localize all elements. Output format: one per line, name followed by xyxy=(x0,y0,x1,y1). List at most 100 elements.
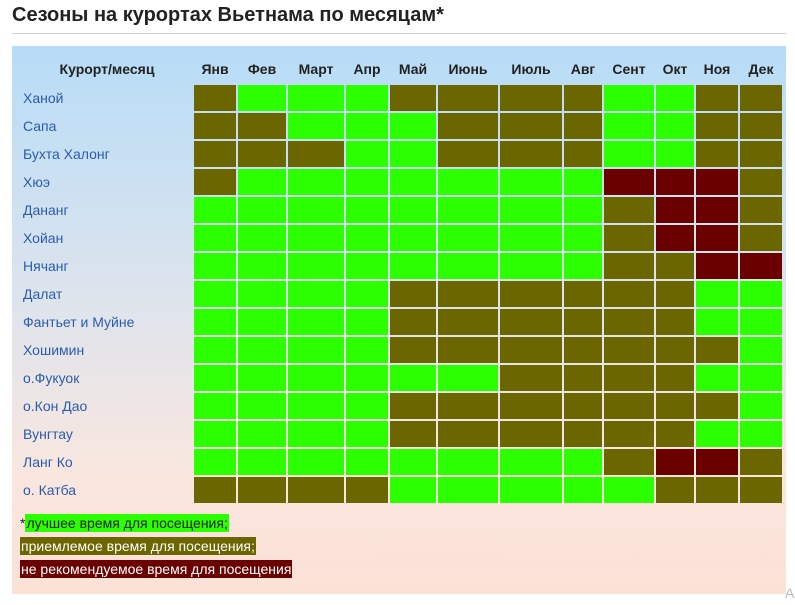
season-cell-best xyxy=(500,169,562,195)
season-cell-best xyxy=(438,197,498,223)
legend-row-bad: не рекомендуемое время для посещения xyxy=(20,558,293,581)
season-cell-best xyxy=(438,253,498,279)
season-cell-ok xyxy=(656,477,694,503)
season-cell-best xyxy=(740,337,782,363)
season-cell-ok xyxy=(604,337,654,363)
season-cell-ok xyxy=(438,281,498,307)
season-cell-best xyxy=(438,169,498,195)
legend-row-best: *лучшее время для посещения; xyxy=(20,512,292,535)
season-cell-ok xyxy=(740,141,782,167)
season-cell-ok xyxy=(604,253,654,279)
season-panel: Курорт/месяц Янв Фев Март Апр Май Июнь Июль Авг… xyxy=(12,46,786,594)
season-cell-ok xyxy=(740,85,782,111)
season-cell-ok xyxy=(238,477,286,503)
month-header: Март xyxy=(298,61,334,77)
season-cell-ok xyxy=(438,113,498,139)
resort-name: Вунгтау xyxy=(23,426,73,442)
season-cell-best xyxy=(194,421,236,447)
page-title: Сезоны на курортах Вьетнама по месяцам* xyxy=(12,4,444,26)
season-cell-ok xyxy=(696,477,738,503)
resort-name: Хюэ xyxy=(23,174,50,190)
season-cell-ok xyxy=(438,85,498,111)
legend-best-label: лучшее время для посещения; xyxy=(25,514,229,532)
resort-name: о.Кон Дао xyxy=(23,398,88,414)
season-cell-best xyxy=(288,197,344,223)
resort-name: Далат xyxy=(23,286,63,302)
season-cell-ok xyxy=(564,421,602,447)
season-cell-ok xyxy=(438,309,498,335)
resort-name: Ланг Ко xyxy=(23,454,73,470)
season-cell-ok xyxy=(604,197,654,223)
season-cell-best xyxy=(238,197,286,223)
resort-name: Нячанг xyxy=(23,258,69,274)
season-cell-bad xyxy=(656,225,694,251)
season-cell-best xyxy=(696,281,738,307)
season-cell-ok xyxy=(696,113,738,139)
season-cell-best xyxy=(564,253,602,279)
season-cell-ok xyxy=(656,253,694,279)
season-cell-best xyxy=(346,141,388,167)
resort-name: Дананг xyxy=(23,202,69,218)
season-cell-best xyxy=(288,421,344,447)
season-cell-best xyxy=(564,169,602,195)
season-cell-best xyxy=(564,197,602,223)
season-cell-ok xyxy=(656,365,694,391)
season-cell-ok xyxy=(564,393,602,419)
legend-row-ok: приемлемое время для посещения; xyxy=(20,535,292,558)
season-cell-best xyxy=(604,141,654,167)
table-header-row: Курорт/месяц Янв Фев Март Апр Май Июнь Июль Авг… xyxy=(22,55,782,83)
resort-name: Фантьет и Муйне xyxy=(23,314,135,330)
season-cell-best xyxy=(194,393,236,419)
month-header: Апр xyxy=(353,61,381,77)
season-cell-ok xyxy=(438,337,498,363)
season-cell-best xyxy=(696,365,738,391)
season-cell-ok xyxy=(696,141,738,167)
season-cell-best xyxy=(238,449,286,475)
season-cell-ok xyxy=(604,309,654,335)
season-cell-best xyxy=(438,365,498,391)
table-row: Ланг Ко xyxy=(22,449,782,475)
season-cell-bad xyxy=(696,197,738,223)
season-cell-best xyxy=(564,477,602,503)
season-cell-bad xyxy=(656,449,694,475)
season-cell-ok xyxy=(238,113,286,139)
season-cell-best xyxy=(500,449,562,475)
season-cell-ok xyxy=(500,113,562,139)
table-row: Дананг xyxy=(22,197,782,223)
season-cell-ok xyxy=(238,141,286,167)
season-cell-best xyxy=(740,281,782,307)
season-cell-best xyxy=(238,169,286,195)
season-cell-best xyxy=(288,337,344,363)
season-cell-best xyxy=(438,477,498,503)
season-cell-best xyxy=(346,225,388,251)
season-cell-best xyxy=(604,113,654,139)
season-cell-best xyxy=(346,253,388,279)
season-cell-ok xyxy=(604,421,654,447)
table-row: Вунгтау xyxy=(22,421,782,447)
season-cell-ok xyxy=(740,477,782,503)
legend: *лучшее время для посещения; приемлемое … xyxy=(20,512,293,581)
season-cell-best xyxy=(656,85,694,111)
month-header: Фев xyxy=(247,61,277,77)
season-cell-ok xyxy=(390,337,436,363)
season-cell-ok xyxy=(346,477,388,503)
resort-name: Ханой xyxy=(23,90,64,106)
season-cell-best xyxy=(346,169,388,195)
resort-name: о.Фукуок xyxy=(23,370,80,386)
season-cell-best xyxy=(346,337,388,363)
season-cell-best xyxy=(390,113,436,139)
season-cell-ok xyxy=(696,85,738,111)
season-cell-best xyxy=(346,85,388,111)
season-cell-best xyxy=(390,449,436,475)
season-cell-ok xyxy=(656,393,694,419)
season-cell-ok xyxy=(438,421,498,447)
season-cell-best xyxy=(194,225,236,251)
season-cell-ok xyxy=(438,393,498,419)
season-cell-ok xyxy=(696,337,738,363)
month-header: Янв xyxy=(201,61,229,77)
season-cell-best xyxy=(288,365,344,391)
season-cell-ok xyxy=(740,113,782,139)
resort-name: Сапа xyxy=(23,118,57,134)
season-cell-best xyxy=(288,253,344,279)
season-cell-best xyxy=(390,141,436,167)
